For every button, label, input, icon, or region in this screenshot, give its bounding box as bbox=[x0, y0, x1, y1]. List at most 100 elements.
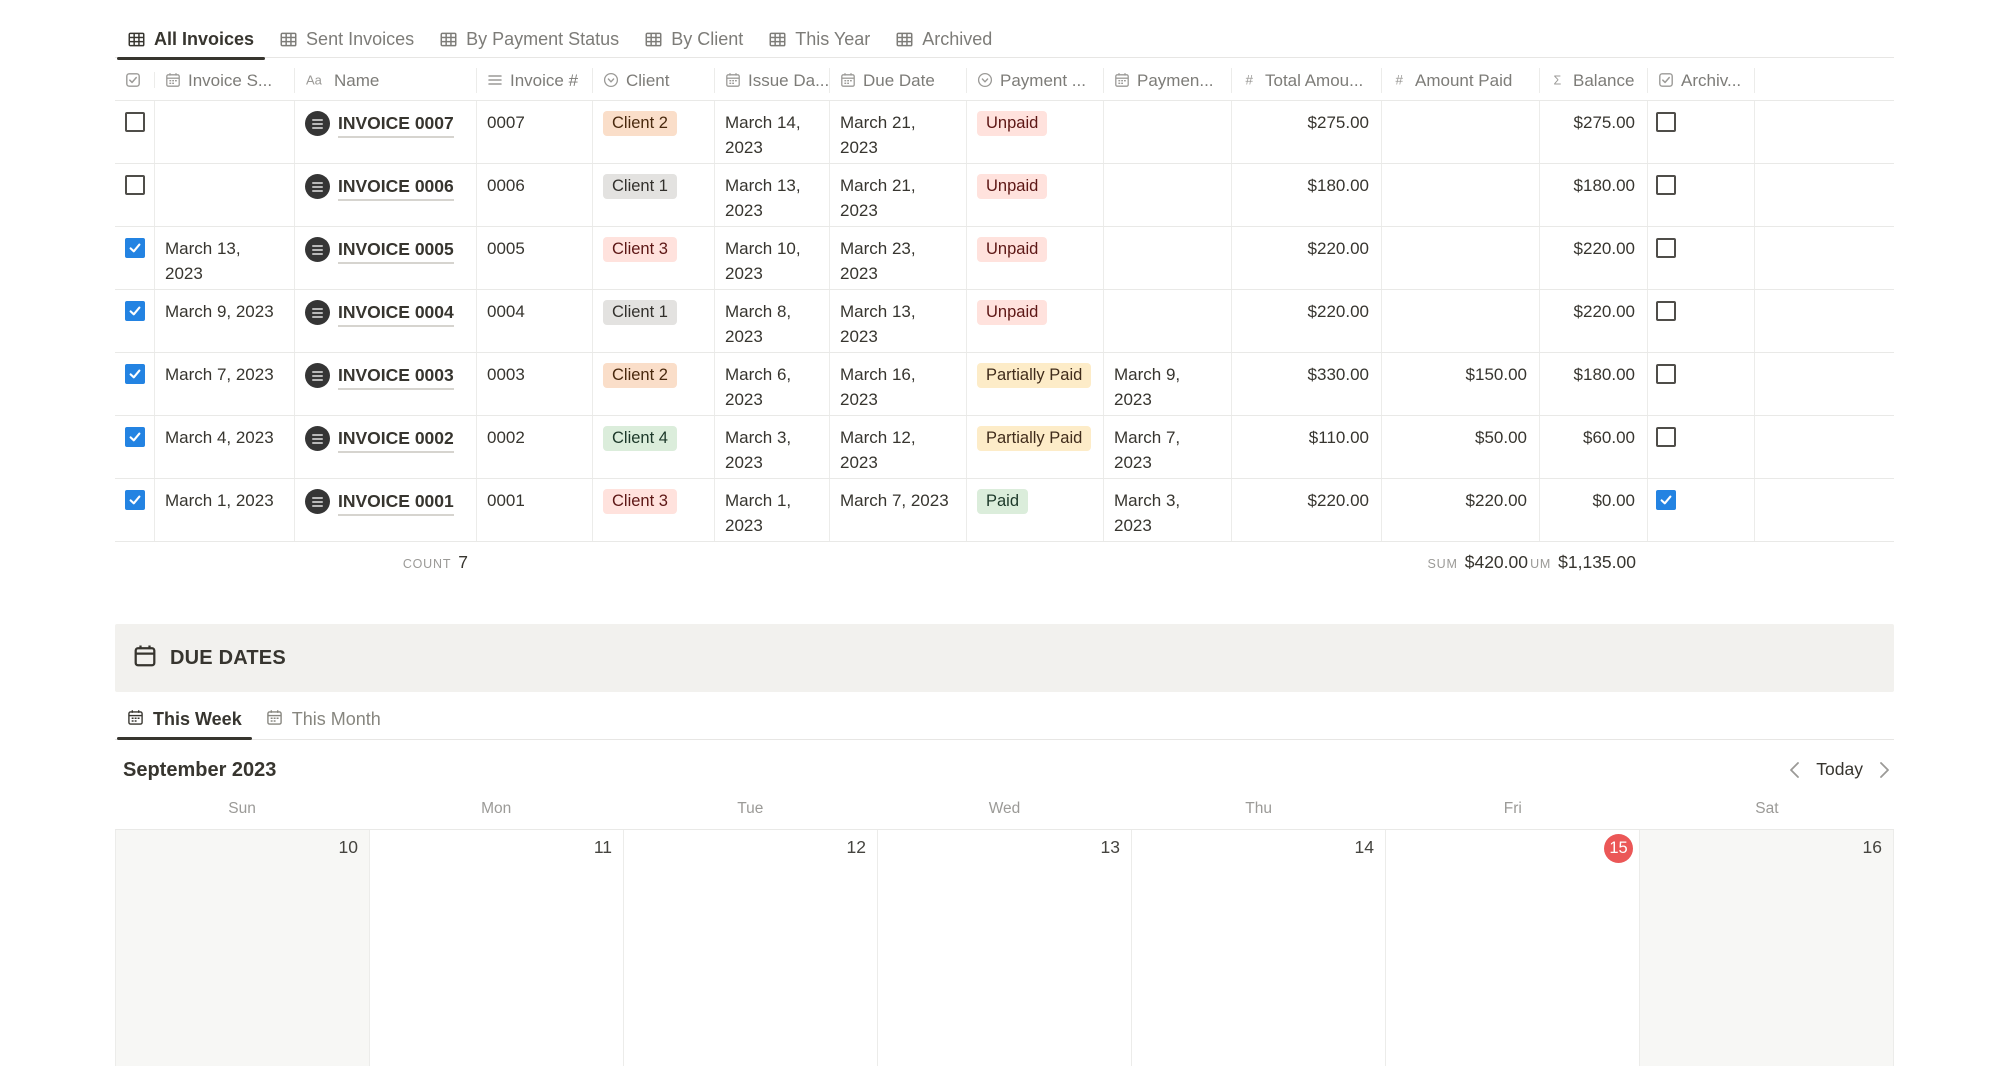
archived-checkbox[interactable] bbox=[1656, 301, 1676, 321]
calendar-day-cell-12[interactable]: 12 bbox=[624, 830, 878, 1066]
cell-invoice-number[interactable]: 0001 bbox=[477, 479, 593, 541]
count-aggregate[interactable]: COUNT 7 bbox=[403, 552, 468, 573]
cell-invoice-sent[interactable] bbox=[155, 101, 295, 163]
cell-payment-status[interactable]: Paid bbox=[967, 479, 1104, 541]
cell-invoice-sent[interactable]: March 1, 2023 bbox=[155, 479, 295, 541]
cell-payment-status[interactable]: Unpaid bbox=[967, 101, 1104, 163]
cell-payment-status[interactable]: Partially Paid bbox=[967, 416, 1104, 478]
cell-invoice-number[interactable]: 0005 bbox=[477, 227, 593, 289]
cell-balance[interactable]: $180.00 bbox=[1540, 353, 1648, 415]
cell-invoice-sent[interactable]: March 13, 2023 bbox=[155, 227, 295, 289]
cell-due-date[interactable]: March 16, 2023 bbox=[830, 353, 967, 415]
calendar-day-cell-11[interactable]: 11 bbox=[370, 830, 624, 1066]
view-tab-by-payment-status[interactable]: By Payment Status bbox=[427, 20, 632, 58]
cell-client[interactable]: Client 3 bbox=[593, 479, 715, 541]
cell-payment-date[interactable]: March 9, 2023 bbox=[1104, 353, 1232, 415]
cell-payment-status[interactable]: Unpaid bbox=[967, 164, 1104, 226]
cell-payment-date[interactable] bbox=[1104, 101, 1232, 163]
column-header-check[interactable] bbox=[115, 72, 155, 88]
cell-total-amount[interactable]: $220.00 bbox=[1232, 227, 1382, 289]
row-checkbox[interactable] bbox=[124, 364, 145, 384]
column-header-due_date[interactable]: Due Date bbox=[830, 67, 967, 93]
cell-invoice-sent[interactable] bbox=[155, 164, 295, 226]
column-header-issue_date[interactable]: Issue Da... bbox=[715, 67, 830, 93]
row-checkbox[interactable] bbox=[124, 427, 145, 447]
cell-client[interactable]: Client 2 bbox=[593, 101, 715, 163]
chevron-right-icon[interactable] bbox=[1879, 761, 1890, 779]
view-tab-archived[interactable]: Archived bbox=[883, 20, 1005, 58]
row-checkbox[interactable] bbox=[124, 175, 145, 195]
cell-invoice-number[interactable]: 0003 bbox=[477, 353, 593, 415]
cell-balance[interactable]: $60.00 bbox=[1540, 416, 1648, 478]
invoice-page-link[interactable]: INVOICE 0004 bbox=[338, 299, 454, 327]
cell-issue-date[interactable]: March 10, 2023 bbox=[715, 227, 830, 289]
column-header-invoice_num[interactable]: Invoice # bbox=[477, 67, 593, 93]
column-header-invoice_sent[interactable]: Invoice S... bbox=[155, 67, 295, 93]
archived-checkbox[interactable] bbox=[1656, 490, 1676, 510]
cell-invoice-sent[interactable]: March 9, 2023 bbox=[155, 290, 295, 352]
view-tab-sent-invoices[interactable]: Sent Invoices bbox=[267, 20, 427, 58]
cell-issue-date[interactable]: March 6, 2023 bbox=[715, 353, 830, 415]
invoice-page-link[interactable]: INVOICE 0005 bbox=[338, 236, 454, 264]
column-header-amount_paid[interactable]: # Amount Paid bbox=[1382, 67, 1540, 93]
archived-checkbox[interactable] bbox=[1656, 238, 1676, 258]
sum-aggregate-2[interactable]: UM $1,135.00 bbox=[1530, 552, 1636, 573]
cell-due-date[interactable]: March 21, 2023 bbox=[830, 164, 967, 226]
cell-issue-date[interactable]: March 13, 2023 bbox=[715, 164, 830, 226]
cell-balance[interactable]: $275.00 bbox=[1540, 101, 1648, 163]
cell-due-date[interactable]: March 7, 2023 bbox=[830, 479, 967, 541]
cell-payment-date[interactable]: March 3, 2023 bbox=[1104, 479, 1232, 541]
cell-balance[interactable]: $0.00 bbox=[1540, 479, 1648, 541]
column-header-balance[interactable]: Σ Balance bbox=[1540, 67, 1648, 93]
cell-issue-date[interactable]: March 1, 2023 bbox=[715, 479, 830, 541]
cell-total-amount[interactable]: $220.00 bbox=[1232, 479, 1382, 541]
row-checkbox[interactable] bbox=[124, 301, 145, 321]
cell-amount-paid[interactable] bbox=[1382, 101, 1540, 163]
cell-total-amount[interactable]: $180.00 bbox=[1232, 164, 1382, 226]
calendar-day-cell-14[interactable]: 14 bbox=[1132, 830, 1386, 1066]
cell-balance[interactable]: $220.00 bbox=[1540, 227, 1648, 289]
cell-issue-date[interactable]: March 3, 2023 bbox=[715, 416, 830, 478]
row-checkbox[interactable] bbox=[124, 112, 145, 132]
cell-issue-date[interactable]: March 8, 2023 bbox=[715, 290, 830, 352]
cell-amount-paid[interactable] bbox=[1382, 290, 1540, 352]
cell-total-amount[interactable]: $220.00 bbox=[1232, 290, 1382, 352]
archived-checkbox[interactable] bbox=[1656, 427, 1676, 447]
archived-checkbox[interactable] bbox=[1656, 364, 1676, 384]
due-dates-tab-this-month[interactable]: This Month bbox=[254, 701, 393, 738]
today-button[interactable]: Today bbox=[1816, 759, 1863, 779]
cell-payment-date[interactable]: March 7, 2023 bbox=[1104, 416, 1232, 478]
column-header-payment_date[interactable]: Paymen... bbox=[1104, 67, 1232, 93]
cell-amount-paid[interactable]: $50.00 bbox=[1382, 416, 1540, 478]
due-dates-banner[interactable]: DUE DATES bbox=[115, 624, 1894, 692]
cell-payment-date[interactable] bbox=[1104, 290, 1232, 352]
due-dates-tab-this-week[interactable]: This Week bbox=[115, 701, 254, 740]
cell-issue-date[interactable]: March 14, 2023 bbox=[715, 101, 830, 163]
cell-payment-status[interactable]: Partially Paid bbox=[967, 353, 1104, 415]
cell-invoice-number[interactable]: 0007 bbox=[477, 101, 593, 163]
cell-payment-status[interactable]: Unpaid bbox=[967, 290, 1104, 352]
calendar-day-cell-10[interactable]: 10 bbox=[116, 830, 370, 1066]
column-header-total_amount[interactable]: # Total Amou... bbox=[1232, 67, 1382, 93]
cell-amount-paid[interactable] bbox=[1382, 227, 1540, 289]
cell-client[interactable]: Client 1 bbox=[593, 164, 715, 226]
cell-due-date[interactable]: March 12, 2023 bbox=[830, 416, 967, 478]
cell-amount-paid[interactable]: $220.00 bbox=[1382, 479, 1540, 541]
cell-balance[interactable]: $220.00 bbox=[1540, 290, 1648, 352]
row-checkbox[interactable] bbox=[124, 490, 145, 510]
invoice-page-link[interactable]: INVOICE 0007 bbox=[338, 110, 454, 138]
cell-client[interactable]: Client 2 bbox=[593, 353, 715, 415]
calendar-day-cell-16[interactable]: 16 bbox=[1640, 830, 1894, 1066]
cell-client[interactable]: Client 4 bbox=[593, 416, 715, 478]
cell-invoice-number[interactable]: 0002 bbox=[477, 416, 593, 478]
invoice-page-link[interactable]: INVOICE 0003 bbox=[338, 362, 454, 390]
cell-client[interactable]: Client 3 bbox=[593, 227, 715, 289]
cell-due-date[interactable]: March 21, 2023 bbox=[830, 101, 967, 163]
cell-due-date[interactable]: March 13, 2023 bbox=[830, 290, 967, 352]
calendar-day-cell-13[interactable]: 13 bbox=[878, 830, 1132, 1066]
cell-due-date[interactable]: March 23, 2023 bbox=[830, 227, 967, 289]
view-tab-all-invoices[interactable]: All Invoices bbox=[115, 20, 267, 60]
view-tab-by-client[interactable]: By Client bbox=[632, 20, 756, 58]
cell-total-amount[interactable]: $330.00 bbox=[1232, 353, 1382, 415]
invoice-page-link[interactable]: INVOICE 0002 bbox=[338, 425, 454, 453]
